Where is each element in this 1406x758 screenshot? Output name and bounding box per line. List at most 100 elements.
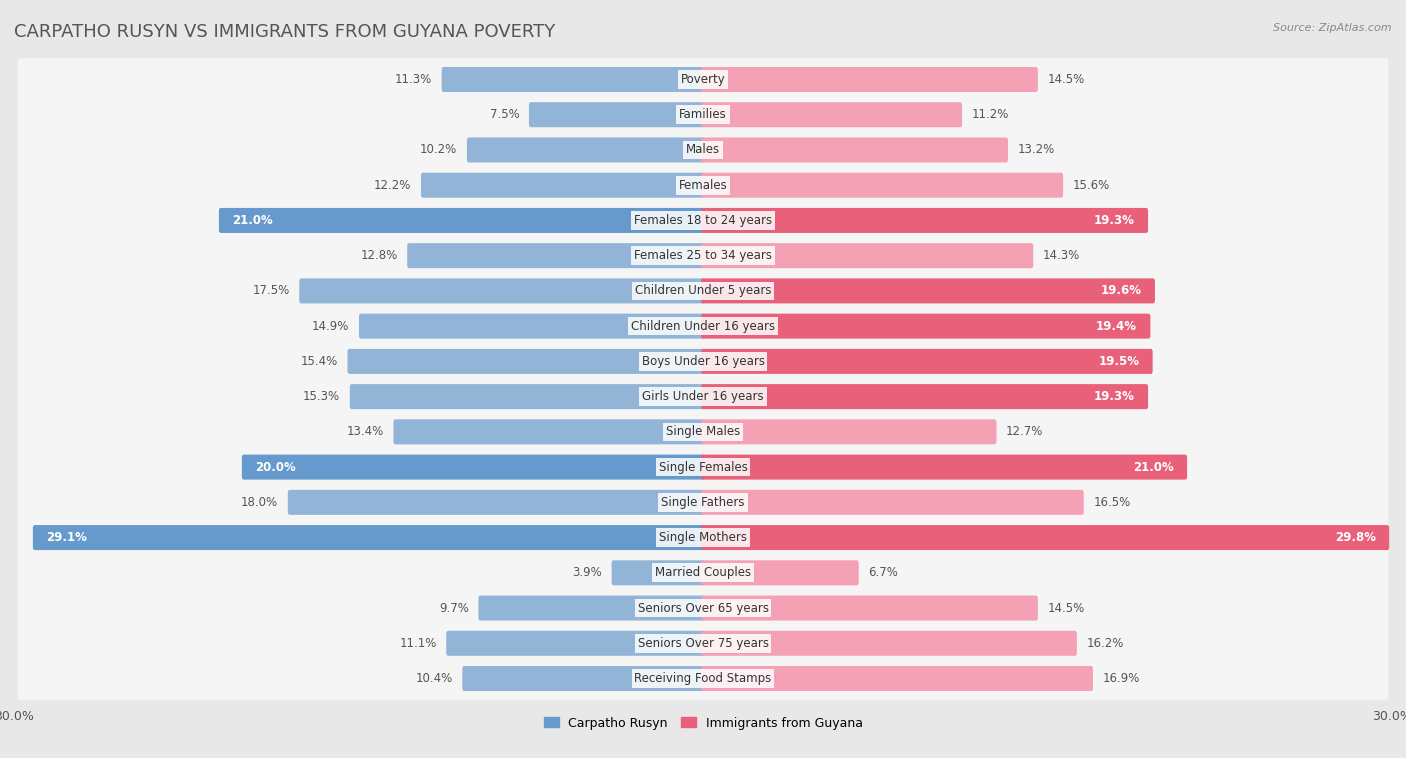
FancyBboxPatch shape [17, 516, 1389, 559]
Text: 10.2%: 10.2% [420, 143, 457, 156]
FancyBboxPatch shape [288, 490, 704, 515]
Text: 15.3%: 15.3% [304, 390, 340, 403]
Text: 29.1%: 29.1% [46, 531, 87, 544]
FancyBboxPatch shape [17, 199, 1389, 242]
FancyBboxPatch shape [17, 446, 1389, 488]
Text: 12.8%: 12.8% [360, 249, 398, 262]
FancyBboxPatch shape [702, 560, 859, 585]
Text: 6.7%: 6.7% [869, 566, 898, 579]
Text: Receiving Food Stamps: Receiving Food Stamps [634, 672, 772, 685]
FancyBboxPatch shape [347, 349, 704, 374]
Text: 3.9%: 3.9% [572, 566, 602, 579]
Text: 15.6%: 15.6% [1073, 179, 1109, 192]
FancyBboxPatch shape [420, 173, 704, 198]
Text: 19.5%: 19.5% [1098, 355, 1139, 368]
FancyBboxPatch shape [702, 631, 1077, 656]
Text: Girls Under 16 years: Girls Under 16 years [643, 390, 763, 403]
Text: Children Under 16 years: Children Under 16 years [631, 320, 775, 333]
FancyBboxPatch shape [17, 375, 1389, 418]
Text: Source: ZipAtlas.com: Source: ZipAtlas.com [1274, 23, 1392, 33]
Text: CARPATHO RUSYN VS IMMIGRANTS FROM GUYANA POVERTY: CARPATHO RUSYN VS IMMIGRANTS FROM GUYANA… [14, 23, 555, 41]
FancyBboxPatch shape [17, 587, 1389, 629]
Text: Single Males: Single Males [666, 425, 740, 438]
FancyBboxPatch shape [702, 208, 1149, 233]
Text: Females 25 to 34 years: Females 25 to 34 years [634, 249, 772, 262]
FancyBboxPatch shape [702, 278, 1154, 303]
Text: 21.0%: 21.0% [1133, 461, 1174, 474]
FancyBboxPatch shape [17, 164, 1389, 206]
FancyBboxPatch shape [219, 208, 704, 233]
FancyBboxPatch shape [17, 58, 1389, 101]
Text: Females: Females [679, 179, 727, 192]
Text: 21.0%: 21.0% [232, 214, 273, 227]
FancyBboxPatch shape [359, 314, 704, 339]
FancyBboxPatch shape [702, 666, 1092, 691]
FancyBboxPatch shape [17, 622, 1389, 665]
FancyBboxPatch shape [17, 129, 1389, 171]
FancyBboxPatch shape [702, 384, 1149, 409]
Text: 16.5%: 16.5% [1094, 496, 1130, 509]
Text: 15.4%: 15.4% [301, 355, 337, 368]
Text: Males: Males [686, 143, 720, 156]
FancyBboxPatch shape [17, 657, 1389, 700]
FancyBboxPatch shape [702, 314, 1150, 339]
Text: 19.3%: 19.3% [1094, 390, 1135, 403]
Text: 14.9%: 14.9% [312, 320, 349, 333]
Text: 16.2%: 16.2% [1087, 637, 1123, 650]
Text: 18.0%: 18.0% [240, 496, 278, 509]
Text: 10.4%: 10.4% [415, 672, 453, 685]
Text: 19.6%: 19.6% [1101, 284, 1142, 297]
Text: Females 18 to 24 years: Females 18 to 24 years [634, 214, 772, 227]
Text: Single Fathers: Single Fathers [661, 496, 745, 509]
Text: 14.5%: 14.5% [1047, 602, 1084, 615]
Text: 14.5%: 14.5% [1047, 73, 1084, 86]
FancyBboxPatch shape [17, 93, 1389, 136]
FancyBboxPatch shape [478, 596, 704, 621]
FancyBboxPatch shape [702, 102, 962, 127]
Text: Poverty: Poverty [681, 73, 725, 86]
FancyBboxPatch shape [702, 349, 1153, 374]
FancyBboxPatch shape [17, 411, 1389, 453]
FancyBboxPatch shape [17, 340, 1389, 383]
FancyBboxPatch shape [702, 455, 1187, 480]
FancyBboxPatch shape [467, 137, 704, 162]
FancyBboxPatch shape [529, 102, 704, 127]
FancyBboxPatch shape [702, 596, 1038, 621]
Text: Seniors Over 65 years: Seniors Over 65 years [637, 602, 769, 615]
Text: Single Females: Single Females [658, 461, 748, 474]
Text: 16.9%: 16.9% [1102, 672, 1140, 685]
Text: 17.5%: 17.5% [253, 284, 290, 297]
Text: 11.3%: 11.3% [395, 73, 432, 86]
FancyBboxPatch shape [17, 234, 1389, 277]
Text: Married Couples: Married Couples [655, 566, 751, 579]
FancyBboxPatch shape [702, 419, 997, 444]
Text: 12.7%: 12.7% [1007, 425, 1043, 438]
FancyBboxPatch shape [702, 243, 1033, 268]
FancyBboxPatch shape [17, 305, 1389, 347]
FancyBboxPatch shape [702, 137, 1008, 162]
Text: 11.1%: 11.1% [399, 637, 437, 650]
FancyBboxPatch shape [394, 419, 704, 444]
FancyBboxPatch shape [350, 384, 704, 409]
FancyBboxPatch shape [702, 490, 1084, 515]
Text: 12.2%: 12.2% [374, 179, 412, 192]
FancyBboxPatch shape [17, 481, 1389, 524]
Text: 19.4%: 19.4% [1097, 320, 1137, 333]
Text: 29.8%: 29.8% [1334, 531, 1376, 544]
FancyBboxPatch shape [17, 552, 1389, 594]
FancyBboxPatch shape [702, 525, 1389, 550]
Text: Seniors Over 75 years: Seniors Over 75 years [637, 637, 769, 650]
FancyBboxPatch shape [463, 666, 704, 691]
FancyBboxPatch shape [612, 560, 704, 585]
Legend: Carpatho Rusyn, Immigrants from Guyana: Carpatho Rusyn, Immigrants from Guyana [538, 712, 868, 735]
FancyBboxPatch shape [32, 525, 704, 550]
FancyBboxPatch shape [702, 67, 1038, 92]
FancyBboxPatch shape [408, 243, 704, 268]
FancyBboxPatch shape [242, 455, 704, 480]
Text: 14.3%: 14.3% [1043, 249, 1080, 262]
Text: 13.2%: 13.2% [1018, 143, 1054, 156]
FancyBboxPatch shape [299, 278, 704, 303]
Text: Children Under 5 years: Children Under 5 years [634, 284, 772, 297]
Text: 19.3%: 19.3% [1094, 214, 1135, 227]
Text: Boys Under 16 years: Boys Under 16 years [641, 355, 765, 368]
